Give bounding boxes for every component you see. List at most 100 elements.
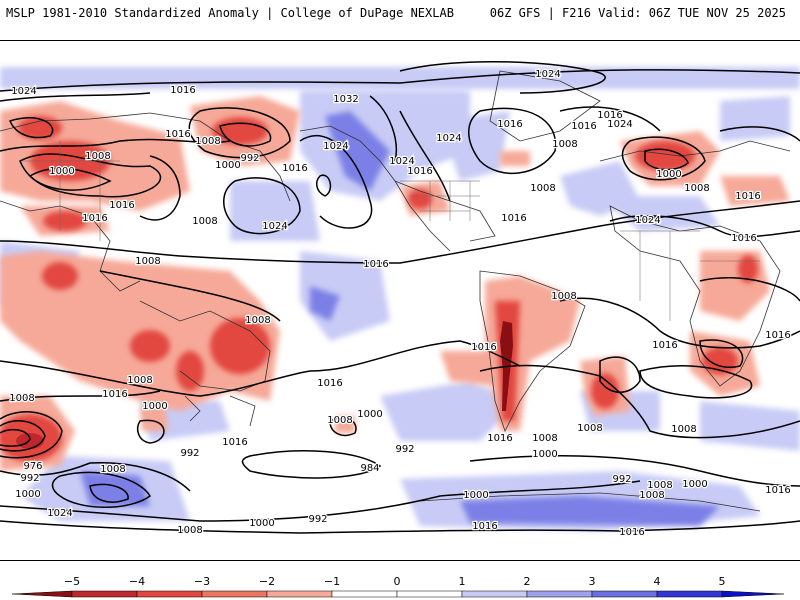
contour-label: 1008 (127, 375, 152, 386)
contour-label: 1008 (551, 291, 576, 302)
contour-label: 1016 (165, 129, 190, 140)
colorbar-tick-label: −2 (259, 575, 275, 588)
colorbar-bin (136, 590, 203, 598)
contour-label: 1008 (577, 423, 602, 434)
contour-label: 1000 (142, 401, 167, 412)
contour-label: 1008 (9, 393, 34, 404)
contour-label: 1016 (472, 521, 497, 532)
contour-label: 1000 (656, 169, 681, 180)
anomaly-map: 1024 1016 1016 1008 992 1000 1008 1000 1… (0, 40, 800, 561)
contour-label: 1024 (323, 141, 348, 152)
contour-label: 1000 (682, 479, 707, 490)
contour-label: 1024 (389, 156, 414, 167)
colorbar-tick-label: −5 (64, 575, 80, 588)
contour-label: 1016 (497, 119, 522, 130)
contour-label: 984 (360, 463, 379, 474)
contour-label: 1008 (135, 256, 160, 267)
contour-label: 1008 (177, 525, 202, 536)
contour-label: 1016 (652, 340, 677, 351)
colorbar-bin (331, 590, 398, 598)
contour-label: 1008 (684, 183, 709, 194)
colorbar-tick-label: −3 (194, 575, 210, 588)
contour-label: 1016 (501, 213, 526, 224)
contour-label: 992 (308, 514, 327, 525)
contour-label: 1008 (647, 480, 672, 491)
colorbar-tick-label: 0 (394, 575, 401, 588)
contour-label: 1024 (436, 133, 461, 144)
contour-label: 1016 (407, 166, 432, 177)
contour-label: 1016 (109, 200, 134, 211)
colorbar-tick-label: 5 (719, 575, 726, 588)
contour-label: 1008 (532, 433, 557, 444)
colorbar-bin (591, 590, 658, 598)
contour-label: 1008 (552, 139, 577, 150)
chart-title: MSLP 1981-2010 Standardized Anomaly | Co… (6, 6, 454, 20)
contour-label: 1016 (765, 485, 790, 496)
colorbar-high-extend (721, 590, 785, 598)
colorbar-bin (656, 590, 723, 598)
contour-label: 992 (612, 474, 631, 485)
colorbar-bin (266, 590, 333, 598)
contour-labels: 1024 1016 1016 1008 992 1000 1008 1000 1… (8, 68, 792, 540)
colorbar-bin (201, 590, 268, 598)
contour-label: 1008 (530, 183, 555, 194)
contour-label: 1000 (215, 160, 240, 171)
contour-label: 1008 (245, 315, 270, 326)
contour-label: 1024 (11, 86, 36, 97)
colorbar-tick-label: −4 (129, 575, 145, 588)
contour-label: 1008 (195, 136, 220, 147)
colorbar-bin (526, 590, 593, 598)
contour-label: 1008 (327, 415, 352, 426)
contour-label: 992 (240, 153, 259, 164)
isobars (0, 60, 800, 534)
contour-label: 1024 (635, 215, 660, 226)
contour-label: 1024 (262, 221, 287, 232)
contour-label: 1032 (333, 94, 358, 105)
coastlines (0, 70, 791, 512)
colorbar-tick-label: −1 (324, 575, 340, 588)
contour-label: 1024 (535, 69, 560, 80)
contour-label: 1008 (639, 490, 664, 501)
contour-label: 1016 (597, 110, 622, 121)
contour-label: 1000 (463, 490, 488, 501)
contour-label: 1000 (15, 489, 40, 500)
contour-label: 1008 (100, 464, 125, 475)
colorbar-tick-label: 4 (654, 575, 661, 588)
colorbar-tick-label: 3 (589, 575, 596, 588)
contour-label: 1008 (85, 151, 110, 162)
contour-label: 1016 (619, 527, 644, 538)
contour-label: 1016 (471, 342, 496, 353)
model-run-label: 06Z GFS | F216 Valid: 06Z TUE NOV 25 202… (489, 6, 786, 20)
contour-label: 1016 (317, 378, 342, 389)
contour-label: 992 (20, 473, 39, 484)
contour-label: 1016 (282, 163, 307, 174)
positive-anomaly-strong (80, 111, 720, 526)
colorbar-bin (396, 590, 463, 598)
contour-label: 1016 (170, 85, 195, 96)
contour-label: 1016 (487, 433, 512, 444)
contour-label: 1016 (571, 121, 596, 132)
contour-label: 1024 (47, 508, 72, 519)
contour-label: 1016 (222, 437, 247, 448)
contour-label: 1008 (671, 424, 696, 435)
contour-label: 1016 (735, 191, 760, 202)
boundaries (20, 141, 760, 321)
contour-label: 1008 (192, 216, 217, 227)
contour-label: 976 (23, 461, 42, 472)
contour-label: 1024 (607, 119, 632, 130)
colorbar-bin (461, 590, 528, 598)
contour-label: 1000 (357, 409, 382, 420)
contour-label: 1000 (49, 166, 74, 177)
contour-label: 1000 (249, 518, 274, 529)
colorbar-tick-label: 2 (524, 575, 531, 588)
contour-label: 1016 (765, 330, 790, 341)
colorbar-legend: −5 −4 −3 −2 −1 0 1 2 3 4 5 (11, 575, 785, 598)
colorbar-bin (71, 590, 138, 598)
contour-label: 992 (180, 448, 199, 459)
contour-label: 1000 (532, 449, 557, 460)
contour-label: 1016 (82, 213, 107, 224)
colorbar-tick-label: 1 (459, 575, 466, 588)
colorbar-low-extend (11, 590, 73, 598)
contour-label: 1016 (363, 259, 388, 270)
contour-label: 1016 (102, 389, 127, 400)
